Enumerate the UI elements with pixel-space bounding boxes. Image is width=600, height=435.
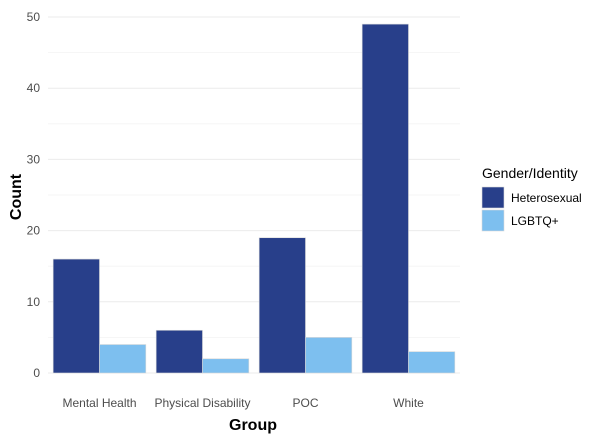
- x-tick-label: White: [393, 396, 424, 410]
- legend-title: Gender/Identity: [482, 165, 578, 181]
- y-tick-labels: 0 10 20 30 40 50: [27, 10, 41, 380]
- y-axis-title: Count: [8, 173, 25, 220]
- y-tick-label: 10: [27, 295, 41, 309]
- x-tick-labels: Mental Health Physical Disability POC White: [62, 396, 424, 410]
- y-tick-label: 40: [27, 81, 41, 95]
- bar-mental-health-lgbtq-: [99, 344, 147, 374]
- legend-label: Heterosexual: [511, 191, 582, 205]
- x-axis-title: Group: [229, 417, 277, 434]
- x-tick-label: POC: [292, 396, 318, 410]
- legend-swatch: [481, 186, 505, 209]
- x-tick-label: Physical Disability: [154, 396, 250, 410]
- bar-poc-heterosexual: [258, 237, 306, 374]
- bar-physical-disability-lgbtq-: [202, 358, 250, 374]
- bars: [52, 23, 456, 374]
- bar-white-heterosexual: [361, 23, 409, 374]
- y-tick-label: 0: [33, 366, 40, 380]
- y-tick-label: 30: [27, 152, 41, 166]
- bar-mental-health-heterosexual: [52, 258, 100, 374]
- y-tick-label: 50: [27, 10, 41, 24]
- y-tick-label: 20: [27, 224, 41, 238]
- bar-white-lgbtq-: [408, 351, 456, 374]
- bar-physical-disability-heterosexual: [155, 329, 203, 374]
- legend-items: Heterosexual LGBTQ+: [481, 186, 582, 232]
- x-tick-label: Mental Health: [62, 396, 136, 410]
- legend: Gender/Identity Heterosexual LGBTQ+: [481, 165, 582, 232]
- legend-label: LGBTQ+: [511, 214, 559, 228]
- legend-swatch: [481, 209, 505, 232]
- bar-poc-lgbtq-: [305, 337, 353, 374]
